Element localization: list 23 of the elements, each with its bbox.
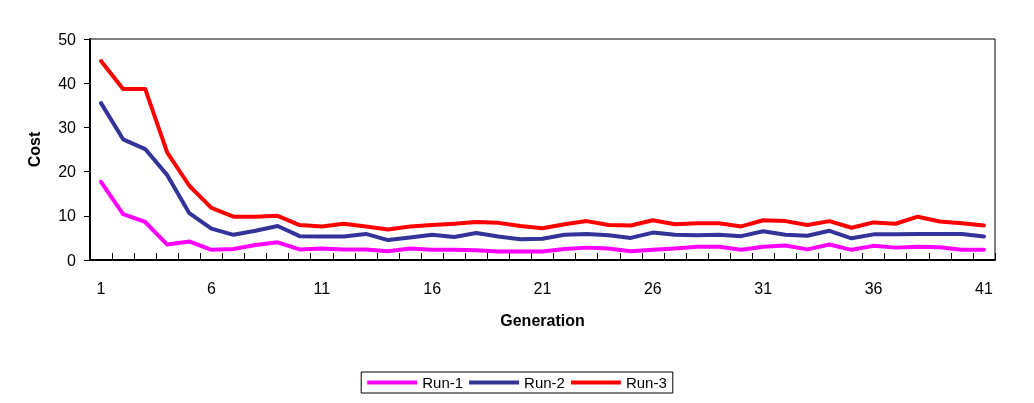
y-tick-label: 50	[58, 30, 77, 48]
legend-label: Run-3	[625, 374, 667, 391]
y-tick-label: 40	[58, 74, 77, 92]
x-tick-label: 36	[864, 279, 883, 297]
y-tick-label: 10	[58, 207, 77, 225]
x-tick-label: 31	[754, 279, 773, 297]
x-axis-title: Generation	[500, 311, 585, 329]
x-tick-label: 6	[206, 279, 216, 297]
line-series	[99, 101, 986, 243]
x-tick-label: 26	[643, 279, 662, 297]
line-series	[99, 59, 986, 232]
y-tick-label: 0	[67, 251, 77, 269]
y-tick-label: 30	[58, 118, 77, 136]
x-tick-label: 1	[96, 279, 106, 297]
legend-label: Run-2	[524, 374, 565, 391]
line-series	[99, 179, 986, 254]
y-tick-label: 20	[58, 163, 77, 181]
legend-label: Run-1	[422, 374, 464, 391]
x-tick-label: 41	[975, 279, 993, 297]
x-tick-label: 11	[313, 279, 331, 297]
y-axis-title: Cost	[25, 131, 43, 168]
x-tick-label: 21	[533, 279, 552, 297]
x-tick-label: 16	[423, 279, 442, 297]
